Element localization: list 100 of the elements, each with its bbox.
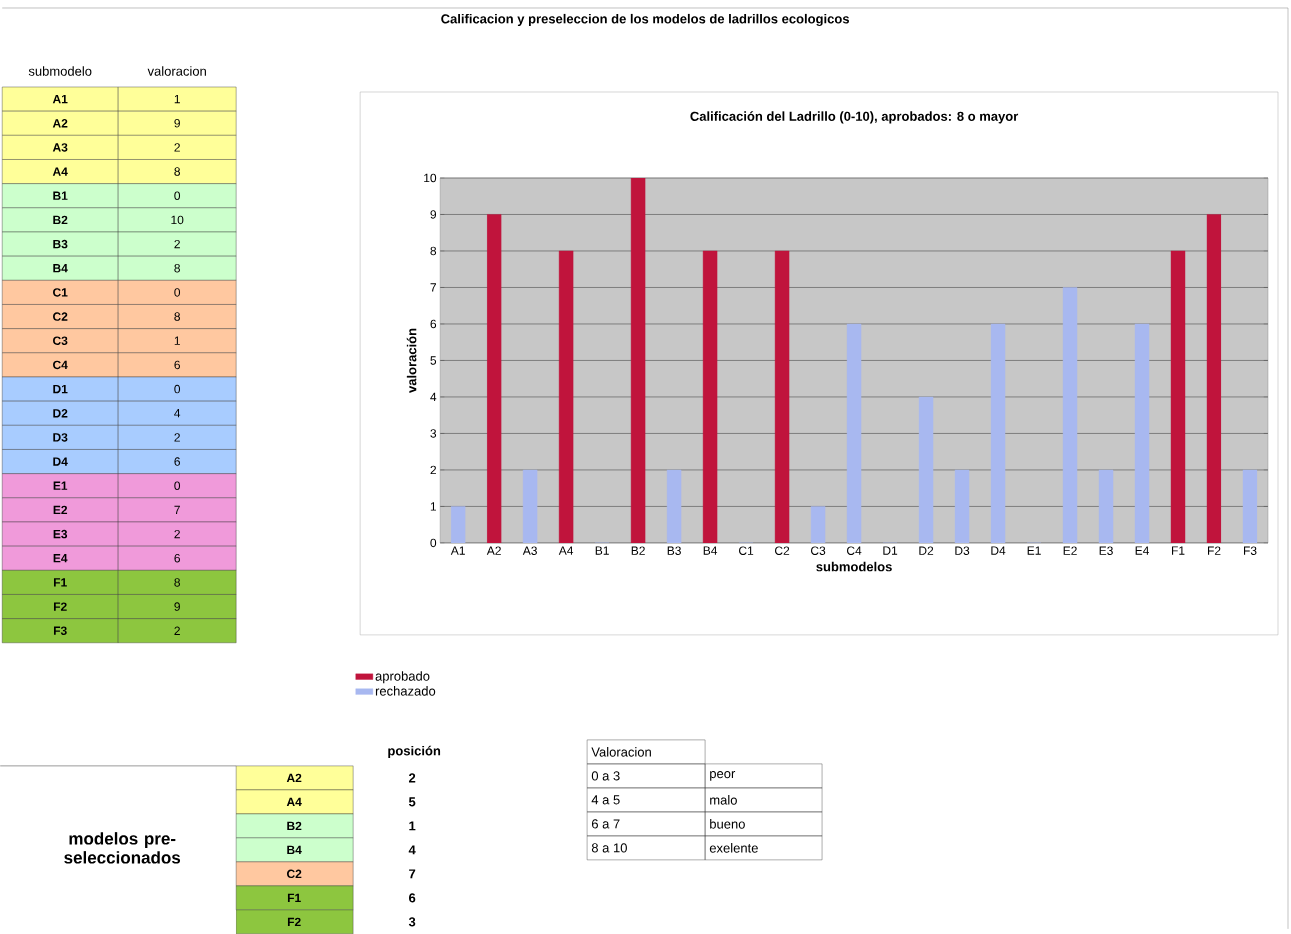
text: submodelo xyxy=(28,66,92,76)
text: 4 xyxy=(174,409,181,418)
text: 4 xyxy=(408,845,416,855)
text: E1 xyxy=(53,481,68,490)
text: 10 xyxy=(171,215,184,225)
y-axis-title: valoración xyxy=(406,328,417,393)
text: 6 xyxy=(174,360,180,370)
text: peor xyxy=(710,771,736,781)
x-axis-title: submodelos xyxy=(816,561,892,572)
text: A1 xyxy=(52,94,68,104)
y-tick-label: 6 xyxy=(430,319,437,329)
y-tick-label: 4 xyxy=(430,392,437,402)
text: 1 xyxy=(409,821,416,831)
bar xyxy=(846,323,862,543)
text: A4 xyxy=(52,167,68,176)
x-tick-label: A3 xyxy=(522,546,537,555)
x-tick-label: A4 xyxy=(558,546,574,555)
bar xyxy=(1206,214,1222,543)
text: A2 xyxy=(286,773,302,783)
text: D1 xyxy=(53,384,68,394)
text: C3 xyxy=(53,336,68,345)
text: 8 xyxy=(174,263,180,273)
y-tick-label: 0 xyxy=(430,538,437,548)
y-tick-label: 3 xyxy=(430,429,437,438)
text: 7 xyxy=(174,505,180,515)
text: 3 xyxy=(408,917,416,927)
text: 9 xyxy=(174,118,180,128)
text: 6 xyxy=(174,457,180,466)
text: B2 xyxy=(53,215,68,225)
text: F1 xyxy=(53,578,67,587)
text: 8 xyxy=(174,578,180,587)
text: 8 a 10 xyxy=(591,843,627,853)
bar xyxy=(1098,469,1114,543)
text: 0 xyxy=(174,288,181,297)
x-tick-label: E3 xyxy=(1099,546,1113,555)
text: modelos pre-seleccionados xyxy=(64,832,181,864)
y-tick-label: 5 xyxy=(430,356,437,365)
text: 2 xyxy=(174,529,180,539)
y-tick-label: 9 xyxy=(430,210,437,219)
bar xyxy=(1134,323,1150,543)
x-tick-label: C4 xyxy=(847,546,862,555)
text: F2 xyxy=(53,602,67,611)
bar xyxy=(990,323,1006,543)
bar xyxy=(1242,469,1258,543)
y-tick-label: 1 xyxy=(430,502,437,511)
text: C2 xyxy=(286,869,302,879)
text: 0 a 3 xyxy=(591,771,620,781)
text: 2 xyxy=(174,433,180,442)
text: valoracion xyxy=(147,66,206,76)
text: F1 xyxy=(287,893,301,902)
text: 7 xyxy=(409,869,416,879)
x-tick-label: D1 xyxy=(883,546,898,555)
text: 2 xyxy=(174,626,180,635)
x-tick-label: C1 xyxy=(739,546,754,555)
text: A3 xyxy=(52,143,68,152)
bar xyxy=(558,250,574,543)
bar xyxy=(918,396,934,543)
text: 2 xyxy=(174,143,180,152)
text: E2 xyxy=(53,505,68,515)
x-tick-label: B4 xyxy=(703,546,718,555)
text: 0 xyxy=(174,384,181,394)
x-tick-label: C3 xyxy=(811,546,826,555)
text: B4 xyxy=(287,845,302,854)
text: F3 xyxy=(53,626,67,635)
bar xyxy=(450,506,466,543)
text: 6 xyxy=(409,893,416,903)
text: 6 xyxy=(174,553,180,563)
chart-title: Calificación del Ladrillo (0-10), aprobados: 8 o mayor xyxy=(690,111,1019,124)
text: A4 xyxy=(286,797,302,806)
text: bueno xyxy=(710,819,745,829)
text: 1 xyxy=(174,94,180,104)
text: 9 xyxy=(174,602,180,611)
y-tick-label: 8 xyxy=(430,246,437,256)
text: D4 xyxy=(53,457,68,466)
bar xyxy=(1170,250,1186,543)
text: Valoracion xyxy=(591,747,651,757)
x-tick-label: A1 xyxy=(450,546,465,555)
bar xyxy=(522,469,538,543)
text: C4 xyxy=(53,360,68,370)
x-tick-label: E2 xyxy=(1063,546,1077,555)
bar xyxy=(1062,287,1078,543)
x-tick-label: D4 xyxy=(991,546,1006,555)
y-tick-label: 2 xyxy=(430,465,436,475)
text: Calificacion y preseleccion de los modelos de ladrillos ecologicos xyxy=(441,13,849,27)
y-tick-label: 10 xyxy=(424,173,437,183)
x-tick-label: C2 xyxy=(775,546,790,555)
bar xyxy=(954,469,970,543)
text: 2 xyxy=(174,239,180,249)
text: B2 xyxy=(287,821,302,831)
text: A2 xyxy=(52,119,68,128)
text: 8 xyxy=(174,312,180,321)
text: D2 xyxy=(53,409,68,418)
text: 0 xyxy=(174,191,181,200)
text: D3 xyxy=(53,433,68,442)
x-tick-label: F1 xyxy=(1172,546,1185,555)
x-tick-label: D3 xyxy=(955,546,970,555)
text: 5 xyxy=(408,797,416,807)
x-tick-label: B2 xyxy=(631,546,645,555)
text: exelente xyxy=(709,843,758,853)
text: 2 xyxy=(408,773,416,783)
